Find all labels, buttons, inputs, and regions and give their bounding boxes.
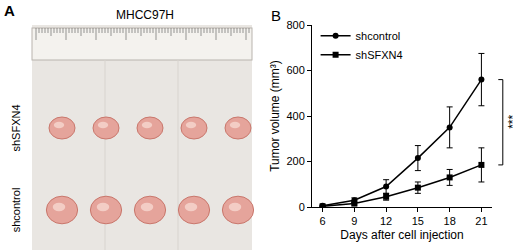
svg-text:shcontrol: shcontrol bbox=[356, 30, 401, 42]
svg-text:800: 800 bbox=[286, 19, 304, 31]
svg-text:9: 9 bbox=[351, 215, 357, 227]
svg-text:shSFXN4: shSFXN4 bbox=[356, 49, 403, 61]
svg-text:6: 6 bbox=[320, 215, 326, 227]
svg-text:B: B bbox=[271, 7, 281, 24]
svg-text:Tumor volume (mm³): Tumor volume (mm³) bbox=[268, 60, 282, 172]
svg-text:***: *** bbox=[506, 115, 520, 129]
svg-text:12: 12 bbox=[380, 215, 392, 227]
svg-text:600: 600 bbox=[286, 64, 304, 76]
svg-text:18: 18 bbox=[444, 215, 456, 227]
svg-text:0: 0 bbox=[299, 201, 305, 213]
svg-text:200: 200 bbox=[286, 155, 304, 167]
svg-text:shcontrol: shcontrol bbox=[10, 188, 22, 233]
svg-text:Days after cell injection: Days after cell injection bbox=[340, 228, 463, 242]
svg-text:15: 15 bbox=[412, 215, 424, 227]
svg-text:400: 400 bbox=[286, 110, 304, 122]
svg-text:A: A bbox=[4, 2, 15, 19]
svg-text:21: 21 bbox=[475, 215, 487, 227]
svg-text:MHCC97H: MHCC97H bbox=[116, 8, 174, 22]
svg-text:shSFXN4: shSFXN4 bbox=[10, 104, 22, 151]
